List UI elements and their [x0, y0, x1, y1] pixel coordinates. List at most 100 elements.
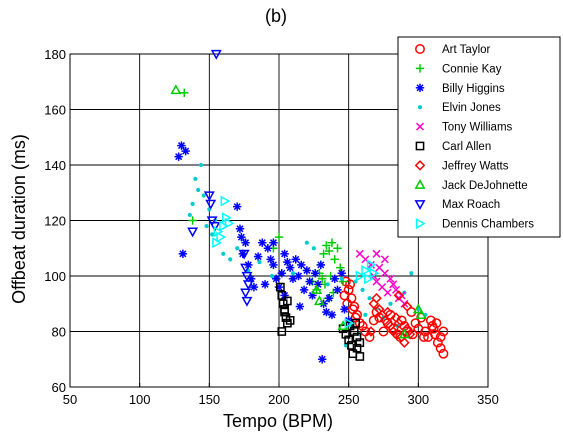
grid — [70, 54, 488, 387]
legend-label: Billy Higgins — [442, 83, 505, 95]
data-point — [432, 337, 443, 348]
data-point — [380, 255, 389, 264]
data-point — [431, 318, 442, 329]
data-point — [317, 274, 327, 283]
legend-marker — [415, 141, 425, 151]
data-point — [343, 343, 348, 348]
data-point — [241, 238, 250, 247]
data-point — [344, 317, 355, 329]
data-point — [393, 290, 405, 301]
data-point — [322, 241, 331, 250]
data-point — [237, 232, 246, 242]
data-point — [352, 332, 362, 342]
data-point — [235, 224, 245, 234]
data-point — [410, 318, 421, 329]
data-point — [283, 296, 292, 306]
data-point — [428, 323, 439, 334]
data-point — [290, 271, 296, 276]
data-point — [383, 288, 392, 297]
data-point — [404, 329, 416, 340]
data-point — [210, 232, 215, 237]
data-point — [360, 287, 365, 292]
data-point — [418, 332, 429, 342]
data-point — [283, 318, 292, 328]
data-point — [238, 249, 250, 260]
data-point — [399, 337, 410, 348]
data-point — [204, 223, 209, 229]
axis-ticks: 50 100 150 200 250 300 350 60 80 100 120 140 160 180 — [44, 47, 499, 407]
y-tick-label: 120 — [44, 214, 66, 229]
data-point — [388, 301, 393, 306]
data-point — [269, 238, 278, 247]
data-point — [316, 260, 325, 270]
data-point — [258, 238, 267, 247]
y-tick-label: 100 — [44, 269, 66, 284]
data-point — [277, 291, 287, 300]
data-point — [209, 221, 221, 232]
data-point — [280, 307, 289, 317]
data-point — [407, 329, 418, 340]
data-point — [398, 328, 410, 339]
data-point — [412, 303, 424, 314]
data-point — [205, 199, 217, 210]
data-point — [352, 343, 362, 353]
data-point — [181, 146, 190, 156]
y-tick-label: 60 — [52, 380, 66, 395]
data-point — [170, 84, 182, 95]
data-point — [327, 310, 337, 320]
data-point — [242, 280, 254, 291]
data-point — [297, 260, 306, 270]
data-point — [393, 317, 405, 329]
data-point — [311, 284, 323, 294]
legend-entry: Billy Higgins — [415, 83, 505, 95]
data-point — [295, 302, 305, 311]
data-point — [344, 335, 354, 345]
data-point — [305, 277, 314, 286]
data-point — [253, 252, 263, 261]
legend-entry: Elvin Jones — [417, 102, 501, 114]
legend-entry: Max Roach — [414, 199, 500, 211]
data-point — [400, 299, 409, 308]
data-point — [299, 285, 309, 295]
data-point — [438, 348, 449, 359]
data-point — [341, 329, 351, 339]
series-jack-dejohnette — [170, 84, 427, 339]
data-point — [269, 260, 278, 270]
data-point — [330, 274, 339, 283]
data-point — [425, 315, 436, 326]
legend-box — [397, 36, 561, 238]
legend-marker — [415, 218, 426, 230]
x-tick-label: 350 — [477, 392, 499, 407]
y-tick-label: 140 — [44, 158, 66, 173]
data-point — [249, 282, 259, 292]
data-point — [180, 88, 189, 98]
data-point — [333, 244, 342, 253]
data-point — [257, 260, 262, 265]
x-tick-label: 150 — [198, 392, 220, 407]
data-point — [174, 152, 183, 161]
data-point — [369, 267, 380, 279]
data-point — [387, 326, 399, 337]
data-point — [336, 263, 345, 272]
y-tick-label: 80 — [52, 325, 66, 340]
data-point — [313, 280, 323, 289]
data-point — [274, 232, 284, 242]
data-point — [435, 343, 446, 354]
chart-title: (b) — [265, 6, 287, 26]
data-point — [220, 195, 231, 207]
data-point — [372, 249, 381, 258]
x-tick-label: 100 — [129, 392, 151, 407]
legend-label: Connie Kay — [442, 63, 502, 75]
legend-marker — [414, 160, 426, 171]
series-max-roach — [187, 49, 254, 307]
data-point — [285, 316, 295, 325]
data-point — [198, 162, 204, 168]
data-point — [430, 329, 441, 340]
data-point — [206, 216, 218, 227]
data-point — [325, 282, 330, 287]
data-point — [210, 49, 222, 60]
data-point — [233, 202, 242, 211]
legend-entry: Jack DeJohnette — [414, 179, 528, 192]
data-point — [409, 271, 414, 276]
data-point — [177, 141, 186, 150]
